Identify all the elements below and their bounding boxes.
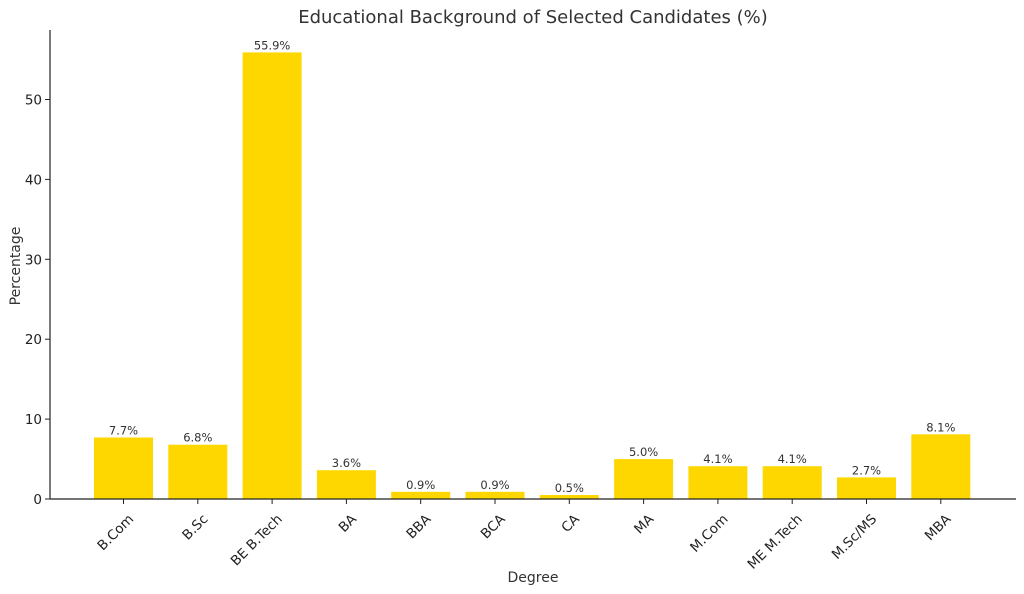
data-label: 4.1%	[703, 452, 732, 466]
y-axis-ticks: 0 10 20 30 40 50	[25, 93, 50, 508]
data-label: 0.5%	[555, 481, 584, 495]
y-tick-label: 30	[25, 252, 42, 268]
x-tick-label: BBA	[403, 511, 434, 542]
x-tick-label: BA	[336, 511, 361, 536]
x-tick-label: BE B.Tech	[228, 511, 286, 569]
x-tick-label: B.Com	[94, 511, 137, 554]
data-label: 4.1%	[778, 452, 807, 466]
data-label: 55.9%	[254, 38, 291, 52]
bar-ba	[316, 470, 376, 499]
data-label: 2.7%	[852, 463, 881, 477]
x-axis-ticks: B.Com B.Sc BE B.Tech BA BBA BCA CA MA M.Com ME M.…	[94, 499, 955, 573]
bar-m-sc-ms	[837, 477, 896, 499]
x-tick-label: MBA	[922, 511, 955, 544]
data-label: 0.9%	[480, 478, 509, 492]
y-tick-label: 40	[25, 172, 42, 188]
bar-m-com	[688, 466, 748, 499]
y-tick-label: 10	[25, 412, 42, 428]
y-tick-label: 50	[25, 93, 42, 109]
x-tick-label: B.Sc	[179, 511, 211, 543]
x-tick-label: BCA	[478, 511, 509, 542]
data-label: 7.7%	[109, 424, 138, 438]
data-label: 6.8%	[183, 431, 212, 445]
x-tick-label: CA	[558, 511, 583, 536]
bar-bca	[465, 491, 525, 499]
x-axis-label: Degree	[508, 570, 559, 586]
x-tick-label: ME M.Tech	[745, 511, 806, 572]
data-label: 3.6%	[332, 456, 361, 470]
y-tick-label: 20	[25, 332, 42, 348]
bar-bba	[391, 491, 451, 499]
bar-be-b-tech	[242, 52, 302, 500]
x-tick-label: M.Sc/MS	[829, 511, 880, 562]
bar-me-m-tech	[762, 466, 822, 499]
bar-ma	[614, 459, 674, 499]
data-label: 5.0%	[629, 445, 658, 459]
chart-title: Educational Background of Selected Candi…	[298, 7, 768, 28]
x-tick-label: MA	[631, 511, 658, 538]
bars-group	[94, 52, 971, 500]
bar-b-sc	[168, 444, 228, 499]
data-label: 8.1%	[926, 420, 955, 434]
bar-mba	[911, 434, 971, 499]
y-tick-label: 0	[33, 492, 42, 508]
bar-b-com	[94, 437, 153, 499]
y-axis-label: Percentage	[8, 227, 24, 306]
x-tick-label: M.Com	[687, 511, 731, 555]
data-labels-group: 7.7% 6.8% 55.9% 3.6% 0.9% 0.9% 0.5% 5.0% 4.1% 4.1…	[109, 38, 956, 495]
data-label: 0.9%	[406, 478, 435, 492]
bar-ca	[539, 495, 599, 499]
